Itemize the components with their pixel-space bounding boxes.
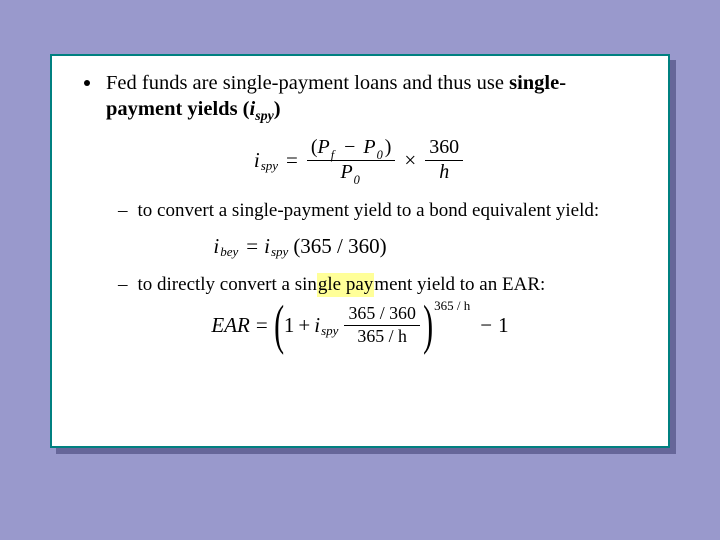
f2-eq: =: [246, 234, 258, 259]
f3-frac: 365 / 360 365 / h: [344, 303, 419, 347]
f1-times: ×: [404, 148, 416, 173]
f3-one2: 1: [498, 313, 509, 338]
formula-bey: ibey = ispy (365 / 360): [0, 234, 642, 259]
f3-exp: 365 / h: [434, 298, 470, 314]
bullet-pre: Fed funds are single-payment loans and t…: [106, 72, 509, 94]
f2-fac: (365 / 360): [293, 234, 386, 259]
f1-lsub: spy: [261, 158, 278, 174]
bullet-text: Fed funds are single-payment loans and t…: [106, 70, 642, 126]
f3-vs: spy: [321, 323, 338, 339]
f3-paren: ( 1 + ispy 365 / 360 365 / h ): [274, 303, 433, 347]
f1-n2: 360: [425, 136, 463, 160]
bullet-dot-icon: [84, 80, 90, 86]
f1-pbs: 0: [377, 148, 383, 162]
f2-rs: spy: [271, 244, 288, 260]
f1-pa: P: [318, 136, 330, 158]
bullet-close: ): [274, 98, 281, 120]
main-bullet: Fed funds are single-payment loans and t…: [78, 70, 642, 126]
f1-lvar: i: [254, 148, 260, 173]
f1-eq: =: [286, 148, 298, 173]
f3-plus: +: [298, 313, 310, 338]
sub2-text: to directly convert a single payment yie…: [138, 273, 546, 298]
f1-minus: −: [344, 136, 355, 158]
f3-var: i: [314, 313, 320, 338]
bullet-sub: spy: [255, 109, 274, 124]
f1-frac2: 360 h: [425, 136, 463, 185]
f1-pc: ): [385, 136, 392, 158]
f3-lhs: EAR: [211, 313, 249, 338]
f1-pds: 0: [354, 173, 360, 187]
slide-panel: Fed funds are single-payment loans and t…: [50, 54, 670, 448]
dash-icon: –: [118, 200, 128, 222]
f2-lv: i: [213, 234, 219, 259]
sub2-a: to directly convert a sin: [138, 274, 317, 295]
sub1-text: to convert a single-payment yield to a b…: [138, 199, 600, 224]
f1-pd: P: [340, 161, 352, 183]
f1-d2: h: [435, 161, 453, 185]
sub-bullet-1: – to convert a single-payment yield to a…: [118, 199, 642, 224]
f1-frac1: (Pf − P0) P0: [307, 136, 396, 185]
f2-ls: bey: [220, 244, 238, 260]
sub2-b: ment yield to an EAR:: [374, 274, 545, 295]
sub2-hl: gle pay: [317, 273, 374, 298]
f3-fn: 365 / 360: [344, 303, 419, 324]
f3-minus: −: [480, 313, 492, 338]
f3-one: 1: [284, 313, 295, 338]
formula-ear: EAR = ( 1 + ispy 365 / 360 365 / h ) 365…: [78, 303, 642, 347]
f1-pas: f: [331, 148, 334, 162]
dash-icon-2: –: [118, 274, 128, 296]
sub-bullet-2: – to directly convert a single payment y…: [118, 273, 642, 298]
f3-eq: =: [256, 313, 268, 338]
f1-pb: P: [363, 136, 375, 158]
f1-po: (: [311, 136, 318, 158]
f3-fd: 365 / h: [353, 326, 411, 347]
f2-rv: i: [264, 234, 270, 259]
formula-spy: ispy = (Pf − P0) P0 × 360 h: [78, 136, 642, 185]
